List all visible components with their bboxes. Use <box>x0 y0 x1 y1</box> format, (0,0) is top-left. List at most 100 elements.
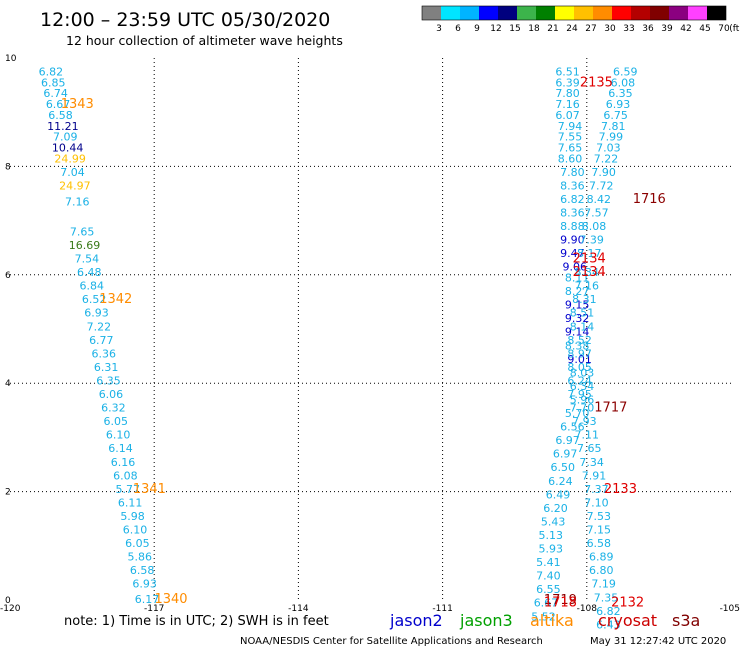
wave-height-label: 16.69 <box>69 239 101 252</box>
color-scale-label: 18 <box>528 24 540 34</box>
wave-height-label: 6.85 <box>41 76 66 89</box>
x-tick-label: -111 <box>432 604 452 614</box>
wave-height-label: 8.36 <box>560 179 585 192</box>
wave-height-label: 6.80 <box>589 564 614 577</box>
y-tick-label: 4 <box>5 379 11 389</box>
pass-time-label: 2133 <box>604 482 637 497</box>
wave-height-label: 6.58 <box>587 537 612 550</box>
wave-height-label: 7.72 <box>589 179 614 192</box>
wave-height-label: 6.67 <box>46 98 71 111</box>
legend-jason2: jason2 <box>389 611 443 630</box>
wave-height-label: 8.34 <box>575 266 600 279</box>
pass-time-label: 1719 <box>544 593 577 608</box>
y-axis-ticks: 0 2 4 6 8 10 <box>5 54 17 606</box>
wave-height-label: 6.08 <box>611 76 636 89</box>
color-scale-swatch <box>460 6 479 20</box>
pass-time-label: 1717 <box>594 401 627 416</box>
wave-height-label: 7.16 <box>555 98 580 111</box>
color-scale-swatch <box>498 6 517 20</box>
wave-height-label: 6.14 <box>108 442 133 455</box>
wave-height-label: 8.38 <box>565 339 590 352</box>
wave-height-label: 8.05 <box>567 361 592 374</box>
credit-line: NOAA/NESDIS Center for Satellite Applica… <box>240 636 543 647</box>
wave-height-label: 7.19 <box>591 578 616 591</box>
wave-height-label: 5.52 <box>531 610 556 623</box>
y-tick-label: 6 <box>5 271 11 281</box>
wave-height-label: 7.91 <box>582 469 607 482</box>
wave-height-label: 24.99 <box>54 152 86 165</box>
color-scale-swatch <box>593 6 612 20</box>
color-scale-label: 30 <box>604 24 616 34</box>
wave-height-label: 8.52 <box>567 334 592 347</box>
wave-height-label: 7.54 <box>75 253 100 266</box>
legend-cryosat: cryosat <box>598 611 657 630</box>
wave-height-label: 7.39 <box>579 234 604 247</box>
wave-height-label: 8.27 <box>565 285 590 298</box>
wave-height-label: 9.14 <box>565 326 590 339</box>
wave-height-label: 7.15 <box>587 524 612 537</box>
wave-height-label: 6.16 <box>111 456 136 469</box>
y-tick-label: 10 <box>5 54 17 64</box>
wave-height-label: 6.36 <box>91 347 116 360</box>
wave-height-label: 5.41 <box>536 556 561 569</box>
wave-height-label: 7.90 <box>591 166 616 179</box>
wave-height-label: 6.24 <box>567 374 592 387</box>
wave-height-label: 7.09 <box>53 131 78 144</box>
pass-time-label: 1342 <box>99 292 132 307</box>
wave-height-label: 6.56 <box>560 421 585 434</box>
wave-height-label: 7.55 <box>558 131 583 144</box>
color-scale-swatch <box>574 6 593 20</box>
wave-height-label: 7.99 <box>599 131 624 144</box>
wave-height-label: 7.70 <box>570 402 595 415</box>
color-scale-label: 45 <box>699 24 710 34</box>
wave-height-label: 7.03 <box>596 141 621 154</box>
legend-jason3: jason3 <box>459 611 513 630</box>
wave-height-label: 6.50 <box>551 461 576 474</box>
x-tick-label: -105 <box>720 604 740 614</box>
color-scale-label: 42 <box>680 24 691 34</box>
color-scale-label: 15 <box>509 24 520 34</box>
color-scale-label: 3 <box>436 24 442 34</box>
color-scale-swatch <box>536 6 555 20</box>
wave-height-label: 8.11 <box>565 272 590 285</box>
pass-time-label: 1718 <box>544 596 577 611</box>
wave-height-label: 6.48 <box>77 266 102 279</box>
footnote: note: 1) Time is in UTC; 2) SWH is in fe… <box>64 614 329 629</box>
wave-height-label: 5.96 <box>570 393 595 406</box>
wave-height-label: 6.49 <box>546 488 571 501</box>
x-tick-label: -117 <box>144 604 164 614</box>
generation-timestamp: May 31 12:27:42 UTC 2020 <box>590 636 726 647</box>
wave-height-label: 7.81 <box>601 120 626 133</box>
wave-height-label: 9.32 <box>565 312 590 325</box>
wave-height-label: 7.93 <box>572 415 597 428</box>
wave-height-label: 7.80 <box>560 166 585 179</box>
x-tick-label: -120 <box>0 604 21 614</box>
wave-height-label: 6.84 <box>79 280 104 293</box>
chart-subtitle: 12 hour collection of altimeter wave hei… <box>66 33 343 48</box>
wave-height-label: 7.34 <box>579 456 604 469</box>
wave-height-label: 6.89 <box>589 551 614 564</box>
wave-height-label: 6.05 <box>125 537 150 550</box>
wave-height-label: 5.43 <box>541 515 566 528</box>
wave-height-label: 8.03 <box>570 366 595 379</box>
wave-height-label: 7.11 <box>575 429 600 442</box>
wave-height-label: 6.07 <box>555 109 580 122</box>
wave-height-label: 6.82 <box>596 605 621 618</box>
pass-time-label: 2134 <box>573 265 606 280</box>
wave-height-label: 7.16 <box>575 280 600 293</box>
wave-height-label: 6.32 <box>101 402 126 415</box>
wave-height-label: 6.39 <box>555 76 580 89</box>
wave-height-label: 8.08 <box>582 220 607 233</box>
wave-height-points: 6.826.856.746.676.5811.217.0910.4424.997… <box>39 66 638 632</box>
wave-height-label: 7.04 <box>60 166 85 179</box>
wave-height-label: 6.10 <box>123 524 148 537</box>
color-scale-label: 33 <box>623 24 634 34</box>
color-scale-swatch <box>612 6 631 20</box>
wave-height-label: 8.51 <box>570 307 595 320</box>
legend-s3a: s3a <box>672 611 700 630</box>
color-scale-swatch <box>707 6 726 20</box>
wave-height-label: 6.82 <box>39 66 64 79</box>
wave-height-label: 5.70 <box>565 407 590 420</box>
wave-height-label: 8.31 <box>572 293 597 306</box>
